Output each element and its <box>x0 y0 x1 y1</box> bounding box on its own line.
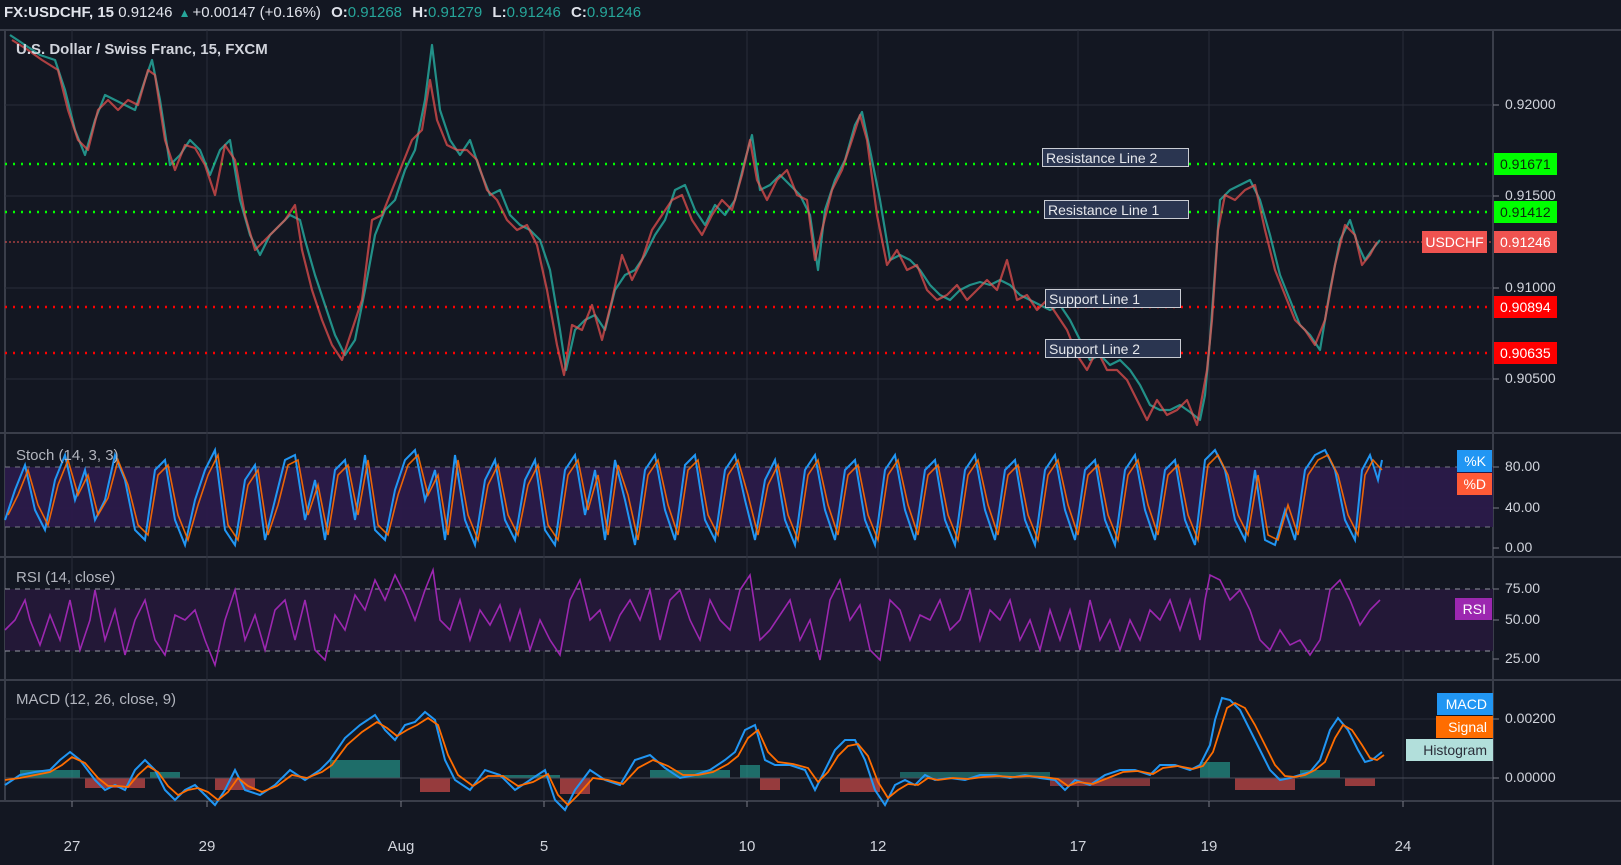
last-price: 0.91246 <box>118 4 173 21</box>
time-axis-label: 17 <box>1069 838 1087 855</box>
support-2-price-tag: 0.90635 <box>1494 342 1557 364</box>
current-price-tag: 0.91246 <box>1494 231 1557 253</box>
time-axis-label: 24 <box>1394 838 1412 855</box>
support-line-2-label[interactable]: Support Line 2 <box>1045 339 1181 358</box>
time-axis-label: 12 <box>869 838 887 855</box>
histogram-legend: Histogram <box>1406 739 1493 761</box>
time-axis-label: 5 <box>539 838 549 855</box>
stoch-axis-label: 40.00 <box>1505 499 1541 515</box>
support-1-price-tag: 0.90894 <box>1494 296 1557 318</box>
rsi-pane-title: RSI (14, close) <box>16 569 116 586</box>
symbol-price-tag: USDCHF <box>1422 231 1487 253</box>
time-axis-label: 29 <box>198 838 216 855</box>
support-line-1-label[interactable]: Support Line 1 <box>1045 289 1181 308</box>
high-label: H: <box>412 4 429 21</box>
macd-histogram <box>20 760 1375 794</box>
resistance-1-price-tag: 0.91412 <box>1494 201 1557 223</box>
price-series <box>9 34 1381 427</box>
price-axis-label: 0.92000 <box>1505 96 1556 112</box>
rsi-line <box>4 566 1381 668</box>
signal-legend: Signal <box>1436 716 1493 738</box>
price-axis-label: 0.91000 <box>1505 279 1556 295</box>
stoch-k-legend: %K <box>1457 450 1492 472</box>
time-axis-label: 27 <box>63 838 81 855</box>
resistance-line-2-label[interactable]: Resistance Line 2 <box>1042 148 1189 167</box>
rsi-band <box>5 589 1493 651</box>
time-axis-label: 10 <box>738 838 756 855</box>
vertical-gridlines <box>71 30 1404 801</box>
price-axis-label: 0.91500 <box>1505 187 1556 203</box>
signal-line <box>4 701 1385 807</box>
macd-axis-label: 0.00200 <box>1505 710 1556 726</box>
rsi-axis-label: 75.00 <box>1505 580 1541 596</box>
price-axis-label: 0.90500 <box>1505 370 1556 386</box>
low-value: 0.91246 <box>506 4 561 21</box>
stoch-d-line <box>7 452 1383 544</box>
macd-line <box>4 696 1383 812</box>
stoch-axis-label: 80.00 <box>1505 458 1541 474</box>
stoch-pane-title: Stoch (14, 3, 3) <box>16 447 119 464</box>
stoch-d-legend: %D <box>1457 473 1492 495</box>
level-lines <box>5 162 1493 355</box>
stoch-k-line <box>4 446 1383 549</box>
close-label: C: <box>571 4 587 21</box>
macd-axis-label: 0.00000 <box>1505 769 1556 785</box>
symbol-label[interactable]: FX:USDCHF, 15 <box>4 4 115 21</box>
up-arrow-icon: ▲ <box>178 6 191 20</box>
low-label: L: <box>492 4 507 21</box>
close-value: 0.91246 <box>586 4 642 21</box>
macd-pane-title: MACD (12, 26, close, 9) <box>16 691 177 708</box>
rsi-legend: RSI <box>1455 598 1492 620</box>
open-value: 0.91268 <box>347 4 403 21</box>
time-axis-label: 19 <box>1200 838 1218 855</box>
rsi-axis-label: 25.00 <box>1505 650 1541 666</box>
high-value: 0.91279 <box>428 4 483 21</box>
open-label: O: <box>331 4 348 21</box>
price-change: +0.00147 (+0.16%) <box>192 4 321 21</box>
resistance-2-price-tag: 0.91671 <box>1494 153 1557 175</box>
time-axis-label: Aug <box>387 838 415 855</box>
main-pane-title: U.S. Dollar / Swiss Franc, 15, FXCM <box>16 41 268 58</box>
stoch-axis-label: 0.00 <box>1505 539 1533 555</box>
resistance-line-1-label[interactable]: Resistance Line 1 <box>1044 200 1189 219</box>
rsi-axis-label: 50.00 <box>1505 611 1541 627</box>
macd-legend: MACD <box>1437 693 1493 715</box>
symbol-header: FX:USDCHF, 15 0.91246 ▲ +0.00147 (+0.16%)… <box>0 0 1621 27</box>
